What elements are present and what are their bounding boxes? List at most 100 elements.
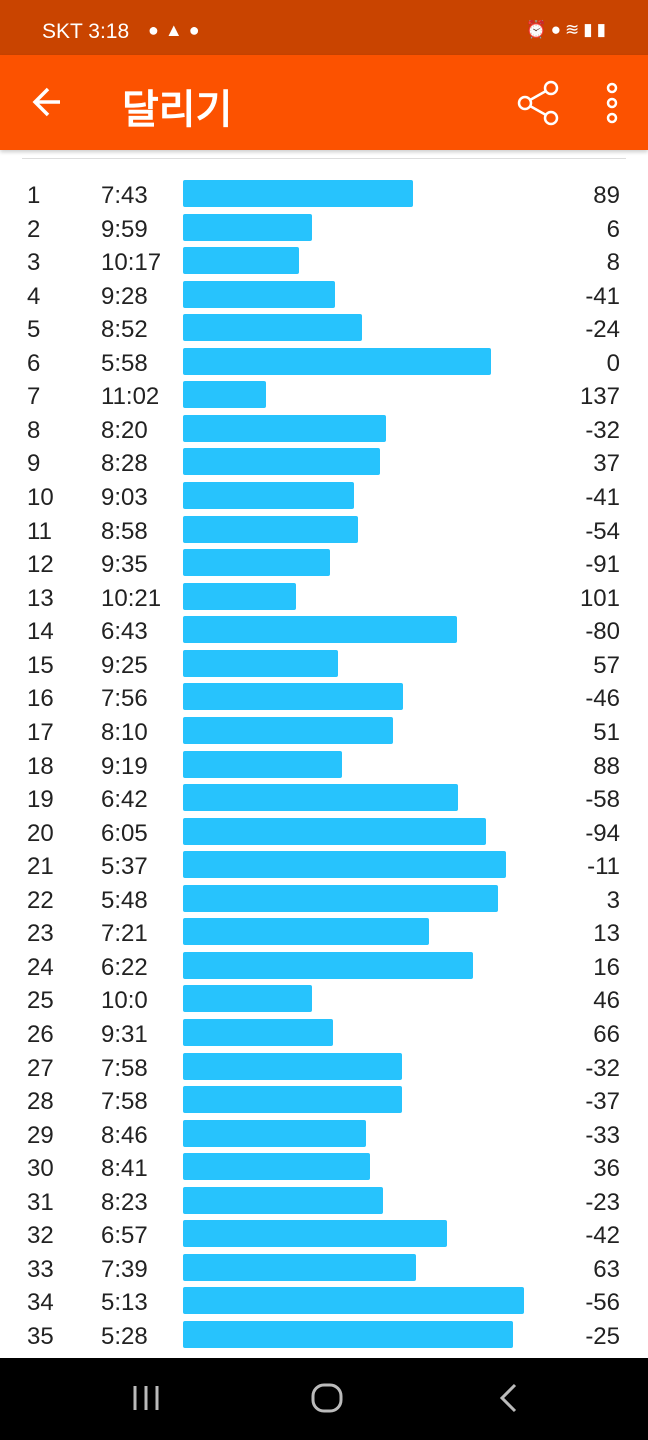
split-pace: 9:03 bbox=[101, 484, 148, 512]
pace-bar bbox=[183, 716, 394, 744]
split-row: 8 8:20 -32 bbox=[0, 412, 648, 446]
split-elevation: 57 bbox=[593, 651, 620, 679]
location-icon: ● bbox=[550, 20, 566, 39]
app-bar: 달리기 bbox=[0, 55, 648, 150]
split-elevation: -80 bbox=[585, 618, 620, 646]
split-row: 6 5:58 0 bbox=[0, 345, 648, 379]
split-elevation: -58 bbox=[585, 786, 620, 814]
split-elevation: 89 bbox=[593, 182, 620, 209]
split-number: 10 bbox=[27, 484, 54, 512]
split-row: 13 10:21 101 bbox=[0, 580, 648, 614]
split-elevation: -37 bbox=[585, 1088, 620, 1116]
recent-apps-icon[interactable] bbox=[130, 1382, 162, 1414]
split-pace: 9:35 bbox=[101, 551, 148, 579]
split-number: 34 bbox=[27, 1289, 54, 1317]
split-pace: 6:22 bbox=[101, 953, 148, 981]
split-row: 19 6:42 -58 bbox=[0, 781, 648, 815]
split-number: 3 bbox=[27, 249, 41, 277]
split-pace: 6:05 bbox=[101, 819, 148, 847]
split-pace: 5:48 bbox=[101, 886, 148, 914]
split-row: 25 10:0 46 bbox=[0, 982, 648, 1016]
status-bar: SKT 3:18 ●▲● ⏰●≋▮▮ bbox=[0, 0, 648, 55]
split-row: 3 10:17 8 bbox=[0, 244, 648, 278]
split-elevation: 3 bbox=[606, 886, 620, 914]
split-pace: 10:21 bbox=[101, 584, 162, 612]
split-row: 35 5:28 -25 bbox=[0, 1318, 648, 1352]
split-pace: 9:31 bbox=[101, 1021, 148, 1048]
split-number: 18 bbox=[27, 752, 54, 780]
split-pace: 7:58 bbox=[101, 1088, 148, 1116]
split-row: 10 9:03 -41 bbox=[0, 479, 648, 513]
split-number: 26 bbox=[27, 1021, 54, 1048]
split-pace: 8:58 bbox=[101, 517, 148, 545]
arrow-left-icon[interactable] bbox=[30, 77, 70, 127]
pace-bar bbox=[183, 1119, 367, 1147]
split-row: 9 8:28 37 bbox=[0, 445, 648, 479]
pace-bar bbox=[183, 180, 413, 207]
split-row: 7 11:02 137 bbox=[0, 378, 648, 412]
split-number: 4 bbox=[27, 282, 41, 310]
split-row: 12 9:35 -91 bbox=[0, 546, 648, 580]
wifi-icon: ≋ bbox=[565, 20, 584, 39]
split-elevation: -56 bbox=[585, 1289, 620, 1317]
split-number: 32 bbox=[27, 1222, 54, 1250]
split-row: 17 8:10 51 bbox=[0, 714, 648, 748]
split-number: 25 bbox=[27, 987, 54, 1015]
split-pace: 5:37 bbox=[101, 853, 148, 881]
split-number: 21 bbox=[27, 853, 54, 881]
split-row: 21 5:37 -11 bbox=[0, 848, 648, 882]
split-pace: 11:02 bbox=[101, 383, 160, 411]
split-row: 1 7:43 89 bbox=[0, 177, 648, 211]
split-pace: 8:10 bbox=[101, 718, 148, 746]
split-row: 5 8:52 -24 bbox=[0, 311, 648, 345]
pace-bar bbox=[183, 549, 331, 577]
split-pace: 8:20 bbox=[101, 416, 148, 444]
split-row: 14 6:43 -80 bbox=[0, 613, 648, 647]
pace-bar bbox=[183, 314, 362, 342]
pace-bar bbox=[183, 213, 313, 241]
back-icon[interactable] bbox=[495, 1382, 523, 1414]
split-row: 23 7:21 13 bbox=[0, 915, 648, 949]
home-icon[interactable] bbox=[310, 1382, 344, 1414]
split-elevation: -25 bbox=[585, 1323, 620, 1351]
split-pace: 5:28 bbox=[101, 1323, 148, 1351]
split-pace: 8:52 bbox=[101, 316, 148, 344]
pace-bar bbox=[183, 683, 404, 711]
carrier-time: SKT 3:18 bbox=[42, 20, 130, 43]
split-number: 1 bbox=[27, 182, 41, 209]
split-number: 16 bbox=[27, 685, 54, 713]
split-elevation: 16 bbox=[593, 953, 620, 981]
system-icons: ⏰●≋▮▮ bbox=[526, 20, 610, 40]
pace-bar bbox=[183, 649, 338, 677]
share-icon[interactable] bbox=[516, 80, 562, 126]
pace-bar bbox=[183, 951, 473, 979]
split-row: 32 6:57 -42 bbox=[0, 1217, 648, 1251]
split-elevation: -91 bbox=[585, 551, 620, 579]
split-row: 11 8:58 -54 bbox=[0, 513, 648, 547]
split-pace: 7:21 bbox=[101, 920, 148, 948]
pace-bar bbox=[183, 1287, 524, 1315]
split-row: 18 9:19 88 bbox=[0, 748, 648, 782]
pace-bar bbox=[183, 884, 499, 912]
split-number: 19 bbox=[27, 786, 54, 814]
pace-bar bbox=[183, 1052, 402, 1080]
split-number: 14 bbox=[27, 618, 54, 646]
pace-bar bbox=[183, 616, 458, 644]
split-pace: 8:46 bbox=[101, 1121, 148, 1149]
split-number: 29 bbox=[27, 1121, 54, 1149]
more-vertical-icon[interactable] bbox=[598, 80, 626, 126]
split-elevation: 46 bbox=[593, 987, 620, 1015]
pace-bar bbox=[183, 817, 486, 845]
split-pace: 8:23 bbox=[101, 1188, 148, 1216]
split-elevation: 6 bbox=[606, 215, 620, 243]
pace-bar bbox=[183, 414, 386, 442]
split-elevation: 137 bbox=[579, 383, 620, 411]
split-pace: 7:58 bbox=[101, 1054, 148, 1082]
page-title: 달리기 bbox=[122, 88, 233, 132]
split-number: 13 bbox=[27, 584, 54, 612]
split-elevation: 13 bbox=[593, 920, 620, 948]
split-number: 6 bbox=[27, 349, 41, 377]
pace-bar bbox=[183, 515, 358, 543]
chat-bubble-icon: ● bbox=[188, 20, 206, 40]
